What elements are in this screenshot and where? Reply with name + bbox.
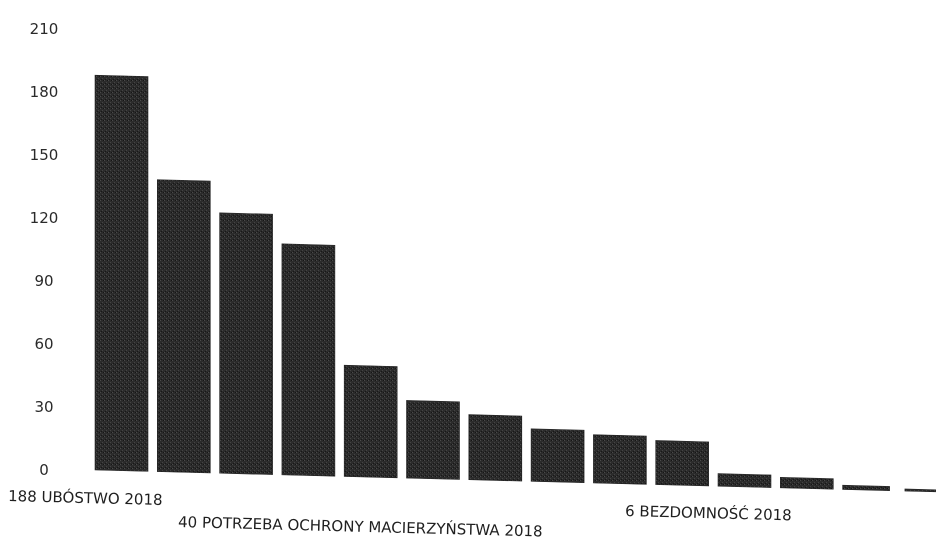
y-tick-label: 90 xyxy=(34,272,53,290)
bar xyxy=(281,243,336,477)
bar xyxy=(717,473,772,488)
bar xyxy=(904,488,936,493)
y-tick-label: 60 xyxy=(34,335,53,353)
bar xyxy=(157,179,211,474)
y-tick-label: 150 xyxy=(30,146,59,164)
x-category-label: 40 POTRZEBA OCHRONY MACIERZYŃSTWA 2018 xyxy=(178,512,543,541)
y-tick-label: 210 xyxy=(30,20,59,38)
x-category-label: 6 BEZDOMNOŚĆ 2018 xyxy=(625,501,792,524)
bar xyxy=(94,74,149,472)
y-tick-label: 0 xyxy=(39,461,49,479)
x-axis-labels: 188 UBÓSTWO 2018 40 POTRZEBA OCHRONY MACI… xyxy=(8,486,792,541)
bar xyxy=(219,212,273,475)
y-axis: 0 30 60 90 120 150 180 210 xyxy=(30,20,59,479)
bar xyxy=(530,428,585,484)
bar xyxy=(468,414,523,482)
x-category-label: 188 UBÓSTWO 2018 xyxy=(8,486,163,509)
bar xyxy=(655,440,710,487)
y-tick-label: 30 xyxy=(34,398,53,416)
bar xyxy=(842,484,890,491)
y-tick-label: 180 xyxy=(30,83,59,101)
bar xyxy=(343,364,398,479)
y-tick-label: 120 xyxy=(30,209,59,227)
bars xyxy=(94,74,936,493)
bar xyxy=(406,400,460,480)
bar xyxy=(779,477,834,490)
bar xyxy=(593,434,647,485)
